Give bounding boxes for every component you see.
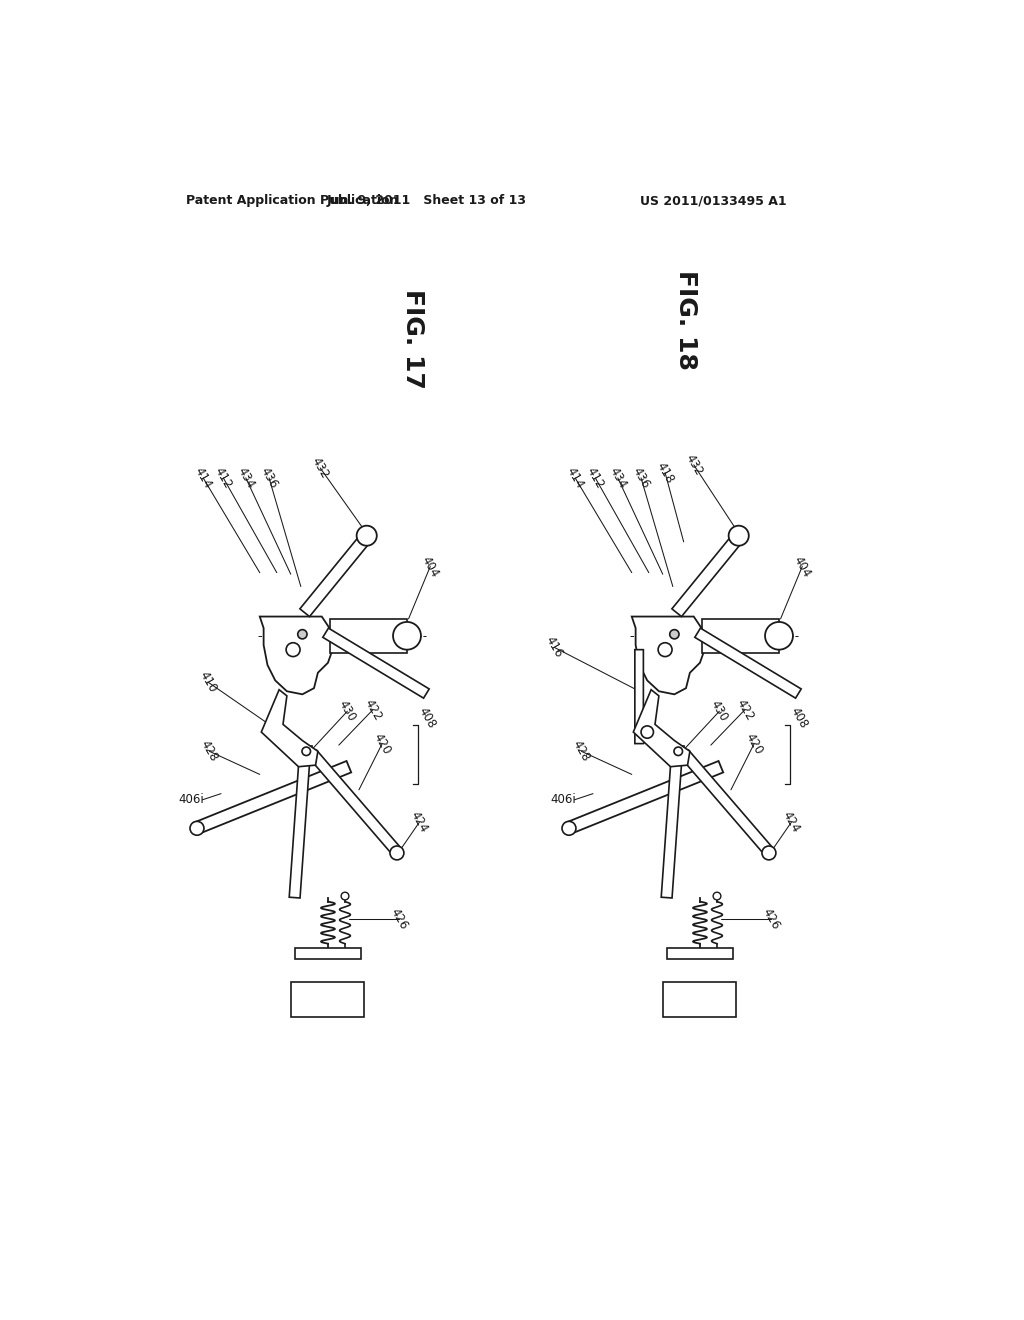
Polygon shape (291, 982, 365, 1016)
Polygon shape (667, 948, 732, 960)
Circle shape (641, 726, 653, 738)
Polygon shape (635, 649, 651, 743)
Circle shape (356, 525, 377, 545)
Text: 408: 408 (416, 705, 438, 730)
Circle shape (298, 630, 307, 639)
Text: Patent Application Publication: Patent Application Publication (186, 194, 398, 207)
Text: FIG. 17: FIG. 17 (401, 289, 425, 389)
Polygon shape (701, 619, 779, 653)
Text: 432: 432 (309, 455, 332, 480)
Text: 412: 412 (584, 465, 606, 491)
Polygon shape (295, 948, 360, 960)
Text: 414: 414 (191, 465, 214, 491)
Circle shape (190, 821, 204, 836)
Polygon shape (308, 750, 399, 853)
Circle shape (390, 846, 403, 859)
Polygon shape (632, 616, 706, 694)
Text: 416: 416 (543, 635, 565, 660)
Text: 426: 426 (760, 906, 782, 932)
Circle shape (658, 643, 672, 656)
Text: 422: 422 (733, 697, 756, 723)
Text: 408: 408 (787, 705, 810, 730)
Text: 420: 420 (743, 731, 765, 756)
Circle shape (393, 622, 421, 649)
Polygon shape (663, 982, 736, 1016)
Text: 432: 432 (683, 451, 705, 478)
Text: 418: 418 (654, 459, 676, 486)
Text: 426: 426 (388, 906, 411, 932)
Polygon shape (695, 628, 801, 698)
Text: 414: 414 (564, 465, 587, 491)
Polygon shape (260, 616, 334, 694)
Text: 434: 434 (606, 465, 629, 491)
Polygon shape (680, 750, 771, 853)
Polygon shape (301, 746, 311, 756)
Polygon shape (330, 619, 407, 653)
Text: FIG. 18: FIG. 18 (674, 271, 698, 370)
Text: 406i: 406i (551, 793, 577, 807)
Text: 424: 424 (409, 809, 431, 836)
Text: 436: 436 (258, 465, 281, 491)
Text: US 2011/0133495 A1: US 2011/0133495 A1 (640, 194, 786, 207)
Circle shape (674, 747, 683, 755)
Circle shape (729, 525, 749, 545)
Circle shape (302, 747, 310, 755)
Text: 422: 422 (361, 697, 384, 723)
Text: 404: 404 (419, 553, 441, 579)
Polygon shape (662, 755, 682, 898)
Text: 404: 404 (791, 553, 813, 579)
Circle shape (762, 846, 776, 859)
Text: 436: 436 (630, 465, 652, 491)
Text: 406i: 406i (178, 793, 205, 807)
Polygon shape (566, 762, 723, 834)
Text: Jun. 9, 2011   Sheet 13 of 13: Jun. 9, 2011 Sheet 13 of 13 (327, 194, 526, 207)
Circle shape (713, 892, 721, 900)
Circle shape (562, 821, 575, 836)
Circle shape (765, 622, 793, 649)
Text: 430: 430 (709, 698, 730, 725)
Text: 428: 428 (199, 738, 220, 764)
Text: 424: 424 (780, 809, 803, 836)
Polygon shape (300, 536, 370, 616)
Polygon shape (323, 628, 429, 698)
Polygon shape (633, 689, 690, 767)
Circle shape (286, 643, 300, 656)
Text: 412: 412 (212, 465, 234, 491)
Circle shape (341, 892, 349, 900)
Text: 434: 434 (234, 465, 257, 491)
Circle shape (670, 630, 679, 639)
Text: 428: 428 (570, 738, 593, 764)
Text: 430: 430 (336, 698, 358, 725)
Polygon shape (194, 762, 351, 834)
Text: 420: 420 (371, 731, 393, 756)
Polygon shape (673, 746, 684, 756)
Polygon shape (289, 755, 310, 898)
Polygon shape (261, 689, 317, 767)
Polygon shape (672, 536, 741, 616)
Text: 410: 410 (197, 669, 219, 694)
